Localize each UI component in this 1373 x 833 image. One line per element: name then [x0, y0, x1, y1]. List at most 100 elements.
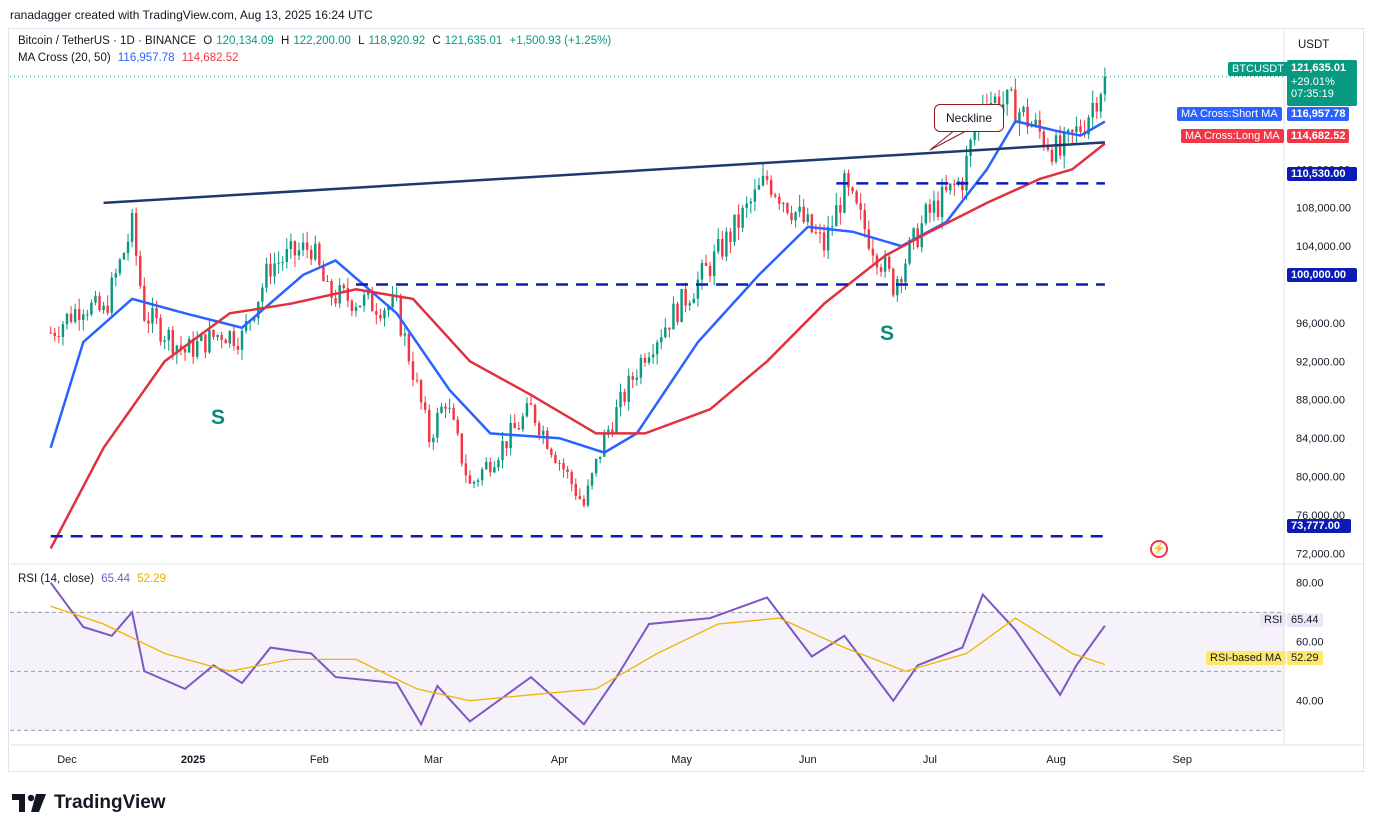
candles-layer — [49, 67, 1107, 508]
candle-body — [147, 320, 150, 324]
candle-body — [953, 183, 956, 185]
candle-body — [993, 96, 997, 103]
candle-body — [761, 175, 765, 186]
candle-body — [354, 307, 358, 311]
candle-body — [432, 437, 435, 443]
candle-body — [139, 255, 142, 286]
candle-body — [342, 285, 345, 289]
candle-body — [366, 291, 370, 295]
rsi-indicator-name[interactable]: RSI (14, close) — [18, 573, 95, 585]
candle-body — [887, 256, 891, 269]
candle-body — [900, 279, 903, 283]
short-ma-tag-label: MA Cross:Short MA — [1177, 107, 1282, 121]
candle-body — [505, 441, 508, 449]
candle-body — [338, 285, 341, 304]
candle-body — [822, 232, 826, 251]
candle-body — [407, 333, 411, 362]
rsi-tag-value: 65.44 — [1287, 613, 1323, 627]
candle-body — [183, 349, 187, 353]
candle-body — [676, 303, 679, 323]
candle-body — [684, 289, 687, 306]
time-tick-label: Sep — [1172, 754, 1192, 766]
candle-body — [151, 308, 154, 324]
lines-layer — [10, 76, 1284, 550]
lightning-icon[interactable]: ⚡ — [1150, 540, 1168, 558]
ma-indicator-name[interactable]: MA Cross (20, 50) — [18, 52, 111, 64]
candle-body — [790, 212, 793, 221]
rsi-tick-label: 60.00 — [1296, 637, 1324, 649]
neckline-callout[interactable]: Neckline — [934, 104, 1004, 132]
candle-body — [460, 433, 464, 464]
price-legend: Bitcoin / TetherUS · 1D · BINANCE O 120,1… — [18, 35, 615, 47]
tradingview-logo: TradingView — [12, 792, 166, 814]
candle-body — [517, 428, 521, 430]
candle-body — [639, 357, 643, 378]
candle-body — [440, 406, 443, 413]
candle-body — [782, 203, 785, 205]
candle-body — [753, 189, 757, 202]
candle-body — [729, 231, 732, 243]
candle-body — [476, 480, 480, 482]
chart-frame — [8, 28, 1364, 772]
candle-body — [778, 196, 781, 204]
candle-body — [802, 206, 805, 223]
candle-body — [513, 422, 516, 429]
price-tag-value: 121,635.01 — [1291, 62, 1347, 74]
candle-body — [810, 214, 814, 233]
candle-body — [49, 332, 52, 334]
candle-body — [236, 346, 240, 350]
level-110530-tag: 110,530.00 — [1287, 167, 1357, 181]
candle-body — [733, 214, 736, 243]
symbol-name[interactable]: Bitcoin / TetherUS · 1D · BINANCE — [18, 35, 197, 47]
candle-body — [208, 329, 211, 353]
candle-body — [635, 377, 639, 380]
price-tick-label: 104,000.00 — [1296, 241, 1351, 253]
candle-body — [883, 256, 887, 272]
candle-body — [924, 204, 928, 224]
candle-body — [843, 173, 846, 213]
time-tick-label: Jun — [799, 754, 817, 766]
price-tick-label: 76,000.00 — [1296, 510, 1345, 522]
candle-body — [708, 265, 712, 277]
candle-body — [224, 339, 227, 344]
candle-body — [578, 496, 582, 499]
candle-body — [314, 243, 317, 260]
candle-body — [892, 268, 895, 296]
candle-body — [537, 423, 541, 436]
candle-body — [525, 403, 529, 417]
candle-body — [240, 330, 244, 350]
candle-body — [391, 296, 394, 308]
rsi-ma-line — [50, 605, 1106, 702]
price-tick-label: 88,000.00 — [1296, 395, 1345, 407]
candle-body — [594, 459, 598, 474]
candle-body — [61, 324, 65, 337]
currency-label[interactable]: USDT — [1298, 39, 1330, 51]
candle-body — [773, 194, 777, 197]
candle-body — [851, 187, 854, 192]
candle-body — [383, 310, 386, 319]
candle-body — [134, 212, 138, 256]
candle-body — [403, 333, 407, 336]
candle-body — [912, 228, 915, 240]
candle-body — [216, 334, 219, 337]
candle-body — [590, 473, 594, 486]
candle-body — [65, 313, 69, 325]
candle-body — [126, 241, 130, 254]
candle-body — [228, 331, 232, 344]
candle-body — [554, 454, 557, 463]
candle-body — [839, 205, 842, 213]
candle-body — [265, 263, 268, 288]
short-ma-tag-value: 116,957.78 — [1287, 107, 1350, 121]
price-tick-label: 72,000.00 — [1296, 548, 1345, 560]
candle-body — [1095, 102, 1098, 112]
candle-body — [660, 337, 663, 343]
candle-body — [191, 338, 195, 357]
candle-body — [798, 206, 801, 213]
candle-body — [175, 345, 179, 354]
ma-long-value: 114,682.52 — [181, 52, 239, 64]
candle-body — [501, 441, 504, 461]
axis-layer: 112,000.00108,000.00104,000.0096,000.009… — [57, 164, 1351, 766]
candle-body — [330, 280, 333, 299]
candle-body — [692, 298, 696, 304]
